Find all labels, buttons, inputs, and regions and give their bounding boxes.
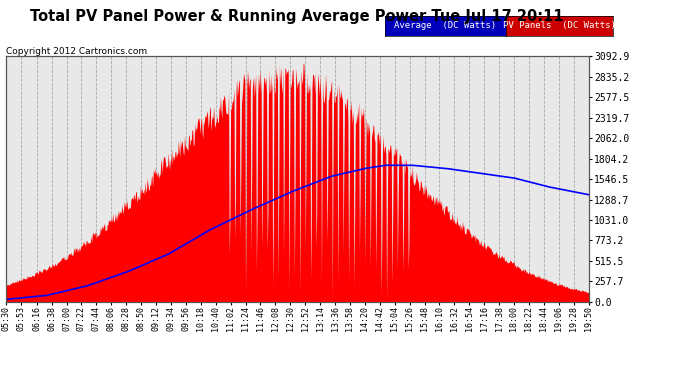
Text: PV Panels  (DC Watts): PV Panels (DC Watts) (503, 21, 615, 30)
Text: Copyright 2012 Cartronics.com: Copyright 2012 Cartronics.com (6, 47, 147, 56)
Text: Average  (DC Watts): Average (DC Watts) (394, 21, 497, 30)
Text: Total PV Panel Power & Running Average Power Tue Jul 17 20:11: Total PV Panel Power & Running Average P… (30, 9, 564, 24)
